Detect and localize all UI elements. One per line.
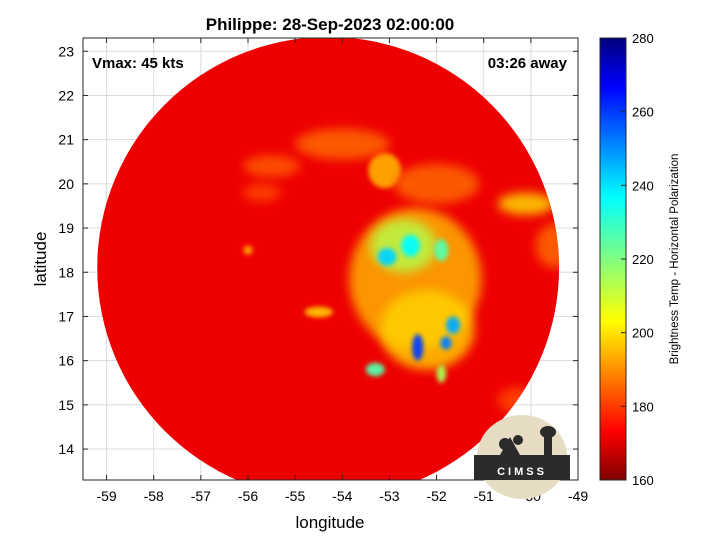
y-tick-label: 20 (58, 176, 74, 192)
y-tick-label: 15 (58, 397, 74, 413)
storm-feature (243, 245, 253, 255)
swath-disc (97, 38, 560, 480)
x-tick-label: -55 (285, 488, 305, 504)
colorbar-tick-label: 200 (632, 326, 654, 341)
colorbar-tick-label: 220 (632, 252, 654, 267)
colorbar-tick-label: 280 (632, 31, 654, 46)
y-axis-ticks: 14 15 16 17 18 19 20 21 22 23 (58, 43, 578, 457)
storm-feature (497, 192, 555, 215)
storm-feature (365, 362, 385, 377)
storm-feature (412, 334, 424, 361)
y-tick-label: 19 (58, 220, 74, 236)
colorbar-ticks: 160 180 200 220 240 260 280 (621, 31, 654, 488)
x-tick-label: -54 (332, 488, 352, 504)
storm-feature (436, 365, 446, 383)
y-tick-label: 23 (58, 43, 74, 59)
storm-feature (434, 239, 449, 262)
storm-features (243, 128, 560, 414)
storm-feature (368, 152, 402, 189)
time-away-annotation: 03:26 away (488, 55, 568, 72)
storm-feature (535, 223, 560, 268)
storm-feature (377, 247, 397, 266)
x-tick-label: -59 (96, 488, 116, 504)
storm-feature (446, 316, 461, 335)
storm-feature (401, 234, 421, 257)
x-tick-label: -53 (379, 488, 399, 504)
y-tick-label: 22 (58, 87, 74, 103)
x-tick-label: -52 (426, 488, 446, 504)
chart-title: Philippe: 28-Sep-2023 02:00:00 (206, 15, 455, 34)
colorbar-tick-label: 260 (632, 105, 654, 120)
x-axis-ticks: -59-58-57-56-55-54-53-52-51-50-49 (96, 38, 588, 504)
y-axis-label: latitude (31, 232, 50, 287)
x-axis-label: longitude (295, 513, 364, 532)
storm-feature (304, 306, 333, 318)
storm-feature (295, 128, 390, 160)
vmax-annotation: Vmax: 45 kts (92, 55, 184, 72)
colorbar-tick-label: 180 (632, 399, 654, 414)
x-tick-label: -57 (191, 488, 211, 504)
x-tick-label: -56 (238, 488, 258, 504)
x-tick-label: -58 (144, 488, 164, 504)
cimss-logo: CIMSS (474, 415, 570, 499)
storm-feature (440, 336, 452, 350)
y-tick-label: 18 (58, 264, 74, 280)
axes-frame (82, 37, 579, 481)
storm-feature (394, 163, 480, 204)
x-tick-label: -51 (474, 488, 494, 504)
colorbar-tick-label: 160 (632, 473, 654, 488)
colorbar-tick-label: 240 (632, 178, 654, 193)
storm-feature (380, 289, 475, 370)
colorbar-label: Brightness Temp - Horizontal Polarizatio… (669, 154, 681, 365)
storm-feature (243, 183, 281, 202)
storm-feature (243, 155, 300, 178)
y-tick-label: 16 (58, 353, 74, 369)
logo-text: CIMSS (497, 466, 547, 478)
y-tick-label: 17 (58, 308, 74, 324)
y-tick-label: 21 (58, 132, 74, 148)
y-tick-label: 14 (58, 441, 74, 457)
x-tick-label: -49 (568, 488, 588, 504)
